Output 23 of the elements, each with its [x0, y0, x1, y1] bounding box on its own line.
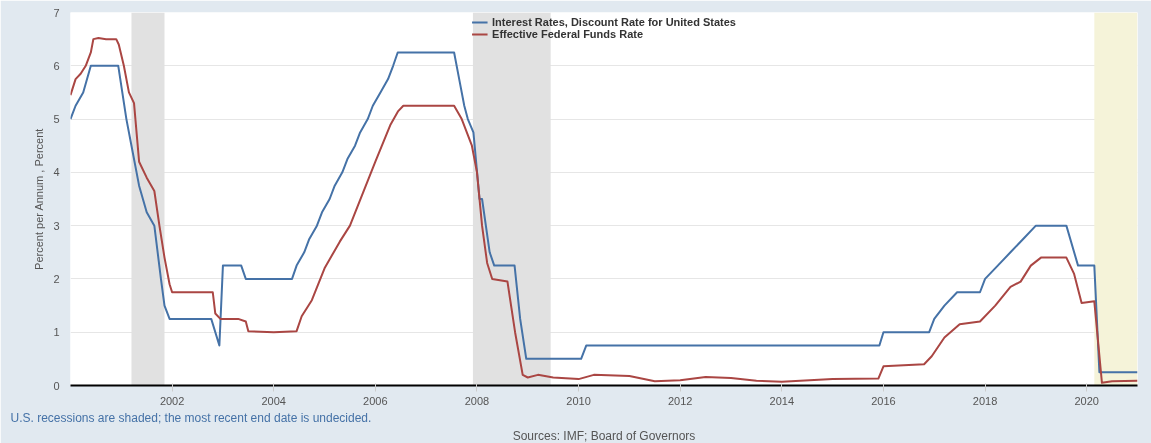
- y-tick-label: 4: [53, 166, 60, 179]
- x-tick-label: 2012: [667, 394, 693, 407]
- y-axis-title: Percent per Annum , Percent: [33, 128, 46, 270]
- x-tick-label: 2016: [871, 394, 896, 407]
- y-tick-label: 3: [53, 219, 60, 232]
- x-tick-label: 2008: [464, 394, 490, 407]
- y-tick-label: 5: [53, 113, 60, 126]
- source-note: Sources: IMF; Board of Governors: [512, 428, 696, 443]
- y-tick-label: 7: [53, 6, 60, 19]
- y-tick-label: 6: [53, 59, 60, 72]
- y-tick-label: 1: [53, 326, 60, 339]
- legend-label: Effective Federal Funds Rate: [492, 28, 644, 40]
- legend-label: Interest Rates, Discount Rate for United States: [492, 16, 736, 28]
- x-tick-label: 2006: [363, 394, 388, 407]
- x-tick-label: 2014: [769, 394, 795, 407]
- x-tick-label: 2004: [261, 394, 286, 407]
- y-tick-label: 2: [53, 272, 60, 285]
- y-tick-label: 0: [53, 379, 60, 392]
- x-tick-label: 2020: [1074, 394, 1099, 407]
- x-tick-label: 2010: [566, 394, 591, 407]
- text: U.S. recessions are shaded; the most recent end date is undecided.: [10, 410, 372, 425]
- x-tick-label: 2018: [972, 394, 998, 407]
- x-tick-label: 2002: [159, 394, 185, 407]
